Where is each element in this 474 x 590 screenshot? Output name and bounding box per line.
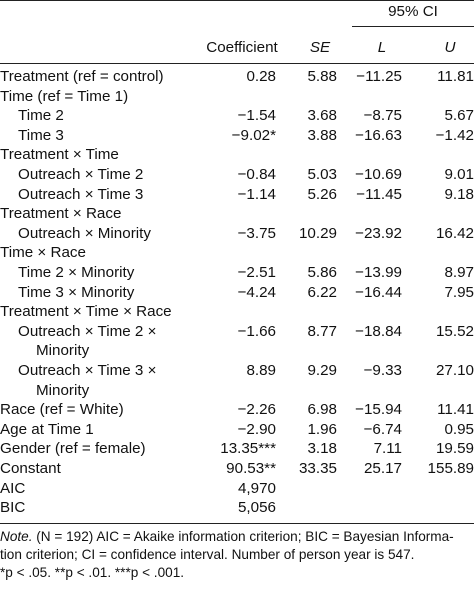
cell-se: 3.18 bbox=[307, 440, 337, 458]
cell-u: 11.41 bbox=[437, 401, 474, 419]
header-bottom-rule bbox=[0, 63, 474, 64]
row-label: Time (ref = Time 1) bbox=[0, 87, 129, 105]
cell-se: 5.03 bbox=[307, 166, 337, 183]
cell-l: −18.84 bbox=[355, 322, 402, 340]
cell-u: 15.52 bbox=[435, 322, 474, 340]
cell-l: 7.11 bbox=[373, 440, 402, 458]
cell-se: 33.35 bbox=[298, 460, 337, 477]
upper-header: U bbox=[444, 39, 456, 56]
cell-u: 9.01 bbox=[444, 166, 474, 183]
cell-l: −10.69 bbox=[355, 166, 402, 183]
cell-coef: −9.02* bbox=[231, 126, 276, 144]
row-label: Outreach × Minority bbox=[18, 224, 151, 242]
cell-u: 16.42 bbox=[435, 224, 474, 242]
cell-u: −1.42 bbox=[435, 126, 474, 144]
cell-l: −16.44 bbox=[355, 283, 402, 301]
cell-u: 19.59 bbox=[435, 440, 474, 458]
cell-coef: −2.51 bbox=[237, 264, 276, 281]
cell-l: −23.92 bbox=[355, 224, 402, 242]
cell-l: −9.33 bbox=[363, 362, 402, 379]
cell-l: −11.25 bbox=[356, 68, 402, 85]
cell-se: 1.96 bbox=[307, 420, 337, 438]
row-label: Race (ref = White) bbox=[0, 401, 124, 419]
coefficient-header: Coefficient bbox=[206, 39, 278, 56]
cell-coef: −1.14 bbox=[237, 185, 276, 203]
cell-u: 155.89 bbox=[427, 460, 474, 477]
cell-u: 11.81 bbox=[437, 68, 474, 85]
ci-header: 95% CI bbox=[388, 3, 438, 20]
lower-header: L bbox=[377, 39, 387, 56]
row-label: Outreach × Time 2 × bbox=[18, 322, 157, 340]
cell-se: 5.88 bbox=[307, 68, 337, 85]
row-label: Outreach × Time 2 bbox=[18, 166, 144, 183]
row-label: Time 3 bbox=[18, 126, 64, 144]
cell-l: −11.45 bbox=[356, 185, 402, 203]
cell-coef: −2.90 bbox=[237, 420, 276, 438]
note-lead: Note. bbox=[0, 529, 33, 544]
row-label: Constant bbox=[0, 460, 61, 477]
cell-se: 5.26 bbox=[307, 185, 337, 203]
row-label: Time 2 bbox=[18, 107, 64, 125]
cell-coef: −1.54 bbox=[237, 107, 276, 125]
row-label-continuation: Minority bbox=[36, 342, 90, 360]
note-line-3: *p < .05. **p < .01. ***p < .001. bbox=[0, 565, 185, 580]
cell-u: 7.95 bbox=[444, 283, 474, 301]
cell-u: 8.97 bbox=[444, 264, 474, 281]
cell-u: 5.67 bbox=[444, 107, 474, 125]
cell-u: 9.18 bbox=[444, 185, 474, 203]
se-header: SE bbox=[309, 39, 331, 56]
row-label: Treatment × Race bbox=[0, 205, 122, 223]
table-note: Note. (N = 192) AIC = Akaike information… bbox=[0, 528, 474, 582]
note-line-1: Note. (N = 192) AIC = Akaike information… bbox=[0, 528, 474, 546]
row-label: BIC bbox=[0, 499, 26, 517]
row-label: Treatment (ref = control) bbox=[0, 68, 164, 85]
cell-l: −16.63 bbox=[355, 126, 402, 144]
cell-se: 6.22 bbox=[307, 283, 337, 301]
cell-l: −6.74 bbox=[363, 420, 402, 438]
cell-l: −15.94 bbox=[355, 401, 402, 419]
cell-se: 6.98 bbox=[307, 401, 337, 419]
cell-coef: −1.66 bbox=[237, 322, 276, 340]
table-top-rule bbox=[0, 0, 474, 1]
cell-se: 10.29 bbox=[298, 224, 337, 242]
cell-u: 27.10 bbox=[435, 362, 474, 379]
row-label: Treatment × Time bbox=[0, 146, 119, 164]
cell-se: 9.29 bbox=[307, 362, 337, 379]
cell-l: 25.17 bbox=[363, 460, 402, 477]
cell-coef: 8.89 bbox=[246, 362, 276, 379]
cell-se: 3.88 bbox=[307, 126, 337, 144]
table-bottom-rule bbox=[0, 523, 474, 524]
cell-coef: −2.26 bbox=[237, 401, 276, 419]
cell-coef: 13.35*** bbox=[220, 440, 276, 458]
row-label: Treatment × Time × Race bbox=[0, 303, 172, 321]
cell-coef: −3.75 bbox=[237, 224, 276, 242]
row-label-continuation: Minority bbox=[36, 381, 90, 399]
cell-coef: 5,056 bbox=[237, 499, 276, 517]
cell-l: −13.99 bbox=[355, 264, 402, 281]
row-label: Time 2 × Minority bbox=[18, 264, 135, 281]
row-label: Gender (ref = female) bbox=[0, 440, 146, 458]
cell-se: 8.77 bbox=[307, 322, 337, 340]
row-label: Outreach × Time 3 bbox=[18, 185, 144, 203]
cell-l: −8.75 bbox=[363, 107, 402, 125]
cell-u: 0.95 bbox=[444, 420, 474, 438]
cell-se: 3.68 bbox=[307, 107, 337, 125]
cell-coef: −4.24 bbox=[237, 283, 276, 301]
note-line-2: tion criterion; CI = confidence interval… bbox=[0, 547, 415, 562]
row-label: AIC bbox=[0, 479, 26, 497]
row-label: Outreach × Time 3 × bbox=[18, 362, 157, 379]
note-line-1-rest: (N = 192) AIC = Akaike information crite… bbox=[32, 529, 454, 544]
cell-coef: 4,970 bbox=[237, 479, 276, 497]
row-label: Time 3 × Minority bbox=[18, 283, 135, 301]
row-label: Time × Race bbox=[0, 244, 86, 262]
cell-se: 5.86 bbox=[307, 264, 337, 281]
row-label: Age at Time 1 bbox=[0, 420, 94, 438]
cell-coef: 0.28 bbox=[246, 68, 276, 85]
ci-header-rule bbox=[352, 26, 474, 27]
cell-coef: −0.84 bbox=[237, 166, 276, 183]
cell-coef: 90.53** bbox=[226, 460, 276, 477]
